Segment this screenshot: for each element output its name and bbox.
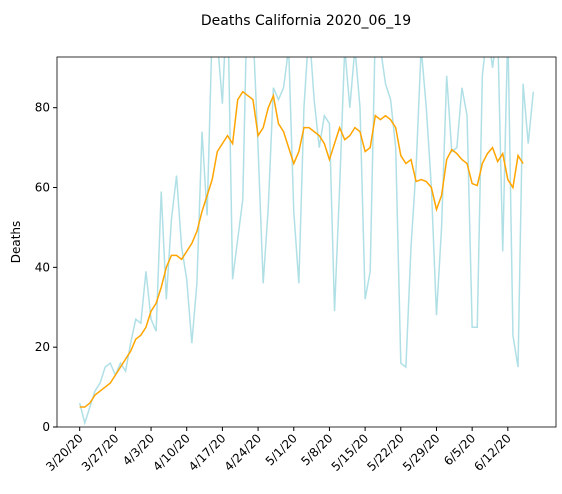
y-tick-label: 60: [35, 181, 50, 195]
data-line: [79, 90, 524, 408]
y-tick-label: 20: [35, 340, 50, 354]
data-line: [78, 57, 535, 426]
x-tick-label: 6/12/20: [471, 431, 514, 474]
x-tick-label: 4/17/20: [186, 431, 229, 474]
x-tick-label: 4/10/20: [150, 431, 193, 474]
plot-frame: [56, 56, 557, 428]
x-tick-label: 5/1/20: [263, 431, 300, 468]
x-tick-label: 3/20/20: [43, 431, 86, 474]
x-tick-label: 5/22/20: [364, 431, 407, 474]
chart-title: Deaths California 2020_06_19: [201, 13, 411, 29]
x-tick-label: 4/24/20: [222, 431, 265, 474]
x-tick-label: 3/27/20: [79, 431, 122, 474]
y-tick-label: 0: [42, 420, 50, 434]
y-tick-label: 80: [35, 101, 50, 115]
x-tick-label: 5/29/20: [400, 431, 443, 474]
y-tick-label: 40: [35, 260, 50, 274]
x-tick-label: 5/15/20: [329, 431, 372, 474]
y-axis-label: Deaths: [9, 221, 23, 264]
